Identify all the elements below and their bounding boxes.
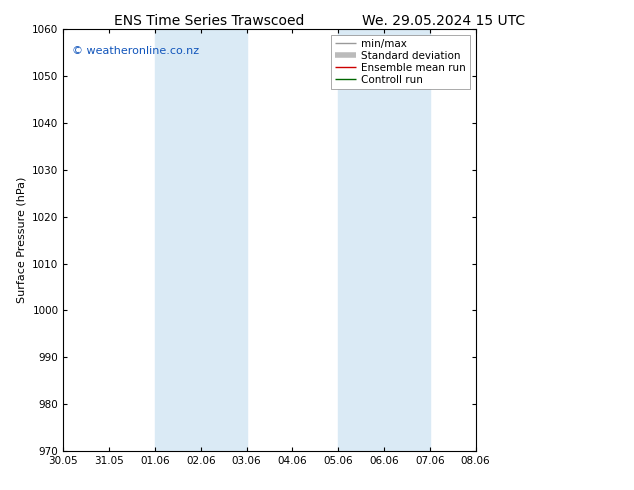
Text: We. 29.05.2024 15 UTC: We. 29.05.2024 15 UTC (362, 14, 526, 28)
Legend: min/max, Standard deviation, Ensemble mean run, Controll run: min/max, Standard deviation, Ensemble me… (331, 35, 470, 89)
Text: ENS Time Series Trawscoed: ENS Time Series Trawscoed (114, 14, 304, 28)
Bar (338, 29, 430, 451)
Text: © weatheronline.co.nz: © weatheronline.co.nz (72, 46, 199, 56)
Y-axis label: Surface Pressure (hPa): Surface Pressure (hPa) (16, 177, 27, 303)
Bar (155, 29, 247, 451)
